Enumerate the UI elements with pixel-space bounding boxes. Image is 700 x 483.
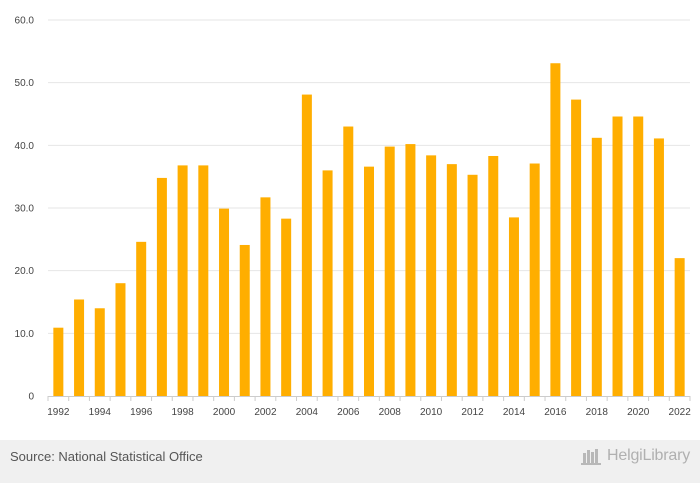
- x-tick-label: 2000: [213, 407, 236, 418]
- bar-2017: [571, 99, 582, 396]
- y-tick-label: 50.0: [15, 78, 35, 89]
- bar-2015: [529, 163, 540, 396]
- y-tick-label: 20.0: [15, 266, 35, 277]
- x-tick-label: 1996: [130, 407, 153, 418]
- bar-1993: [74, 299, 85, 396]
- bar-2006: [343, 126, 354, 396]
- x-tick-label: 1992: [47, 407, 70, 418]
- bar-1994: [94, 308, 105, 396]
- bar-2002: [260, 197, 271, 396]
- bar-2005: [322, 170, 333, 396]
- bar-2004: [301, 94, 312, 396]
- bar-1995: [115, 283, 126, 396]
- x-axis: [47, 396, 691, 401]
- bar-2021: [653, 138, 664, 396]
- x-tick-label: 2012: [461, 407, 484, 418]
- chart-bars: [53, 63, 685, 397]
- bar-2011: [446, 164, 457, 396]
- y-tick-label: 30.0: [15, 204, 35, 215]
- bar-1997: [156, 177, 167, 396]
- y-axis-tick-labels: 0 10.0 20.0 30.0 40.0 50.0 60.0: [15, 16, 35, 403]
- bar-2014: [508, 217, 519, 396]
- x-tick-label: 1998: [171, 407, 194, 418]
- bar-1992: [53, 327, 64, 396]
- bar-2008: [384, 146, 395, 396]
- x-tick-label: 2020: [627, 407, 650, 418]
- source-note: Source: National Statistical Office: [10, 449, 203, 464]
- bar-2000: [219, 208, 230, 396]
- bar-1996: [136, 241, 147, 396]
- bar-2001: [239, 244, 250, 396]
- bar-2003: [281, 218, 292, 396]
- bar-1998: [177, 165, 188, 396]
- x-tick-label: 2008: [379, 407, 402, 418]
- brand-name: HelgiLibrary: [607, 447, 690, 464]
- y-tick-label: 10.0: [15, 329, 35, 340]
- x-tick-label: 2006: [337, 407, 360, 418]
- bar-2009: [405, 144, 416, 396]
- x-tick-label: 1994: [89, 407, 112, 418]
- helgi-library-logo-icon: [581, 449, 602, 465]
- bar-2016: [550, 63, 561, 397]
- x-tick-label: 2016: [544, 407, 567, 418]
- y-tick-label: 40.0: [15, 141, 35, 152]
- y-tick-label: 60.0: [15, 16, 35, 27]
- x-tick-label: 2014: [503, 407, 526, 418]
- bar-1999: [198, 165, 209, 396]
- x-tick-label: 2004: [296, 407, 319, 418]
- brand-logo[interactable]: HelgiLibrary: [581, 447, 690, 465]
- bar-2019: [612, 116, 623, 396]
- bar-2020: [633, 116, 644, 396]
- bar-2012: [467, 174, 478, 396]
- x-tick-label: 2010: [420, 407, 443, 418]
- x-tick-label: 2018: [586, 407, 609, 418]
- bar-2007: [364, 166, 374, 396]
- bar-2018: [591, 137, 602, 396]
- bar-2010: [426, 155, 437, 396]
- x-axis-tick-labels: 1992 1994 1996 1998 2000 2002 2004 2006 2008 2010…: [47, 407, 691, 418]
- x-tick-label: 2022: [669, 407, 692, 418]
- y-tick-label: 0: [28, 392, 34, 403]
- x-tick-label: 2002: [254, 407, 277, 418]
- bar-chart: 010.020.030.040.050.060.0 1992 1994 1996 19…: [15, 16, 692, 419]
- bar-2013: [488, 155, 499, 396]
- bar-2022: [674, 258, 685, 396]
